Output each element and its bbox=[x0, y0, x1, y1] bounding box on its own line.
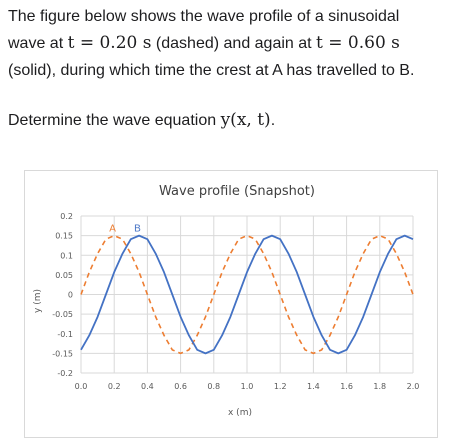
question-line-3: (solid), during which time the crest at … bbox=[8, 57, 458, 84]
question-line-3-text: (solid), during which time the crest at … bbox=[8, 62, 415, 79]
chart-ticks: 0.2 0.15 0.1 0.05 0 -0.05 -0.1 -0.15 -0.20.0 0.2 0… bbox=[52, 212, 419, 391]
wave-chart: Wave profile (Snapshot) 0.2 0.15 0.1 0.05 0 -… bbox=[33, 184, 419, 418]
y-tick-label: 0.2 bbox=[60, 212, 73, 221]
y-tick-label: -0.15 bbox=[52, 349, 73, 358]
chart-title: Wave profile (Snapshot) bbox=[159, 184, 315, 199]
y-tick-label: 0.1 bbox=[60, 251, 73, 260]
x-tick-label: 1.4 bbox=[307, 382, 320, 391]
question-line-1: The figure below shows the wave profile … bbox=[8, 3, 458, 30]
point-label-a: A bbox=[109, 224, 116, 235]
x-tick-label: 1.6 bbox=[340, 382, 353, 391]
question-wave-at: wave at bbox=[8, 35, 64, 52]
question-line-2: wave at t = 0.20 s (dashed) and again at… bbox=[8, 30, 458, 57]
question-line-1-text: The figure below shows the wave profile … bbox=[8, 8, 400, 25]
y-tick-label: 0.05 bbox=[55, 271, 73, 280]
prompt-text: Determine the wave equation bbox=[8, 112, 217, 129]
question-text: The figure below shows the wave profile … bbox=[8, 3, 458, 134]
x-tick-label: 1.2 bbox=[274, 382, 287, 391]
time-1-math: t = 0.20 s bbox=[67, 33, 152, 53]
y-tick-label: 0 bbox=[68, 291, 73, 300]
y-axis-title: y (m) bbox=[33, 289, 43, 313]
wave-function-math: y(x, t) bbox=[220, 110, 271, 130]
question-prompt: Determine the wave equation y(x, t). bbox=[8, 107, 458, 134]
y-tick-label: -0.1 bbox=[57, 330, 73, 339]
solid-series-line bbox=[80, 234, 414, 355]
time-2-math: t = 0.60 s bbox=[316, 33, 400, 53]
x-tick-label: 1.8 bbox=[373, 382, 386, 391]
chart-series bbox=[80, 234, 414, 355]
x-tick-label: 0.2 bbox=[108, 382, 121, 391]
dashed-series-line bbox=[80, 234, 414, 355]
question-dashed-text: (dashed) and again at bbox=[155, 35, 312, 52]
x-tick-label: 0.6 bbox=[174, 382, 187, 391]
point-label-b: B bbox=[134, 224, 141, 235]
x-tick-label: 2.0 bbox=[407, 382, 420, 391]
x-tick-label: 1.0 bbox=[241, 382, 254, 391]
y-tick-label: 0.15 bbox=[55, 232, 73, 241]
y-tick-label: -0.05 bbox=[52, 310, 73, 319]
x-tick-label: 0.0 bbox=[75, 382, 88, 391]
chart-figure: Wave profile (Snapshot) 0.2 0.15 0.1 0.05 0 -… bbox=[24, 170, 438, 438]
prompt-period: . bbox=[270, 112, 276, 129]
x-tick-label: 0.4 bbox=[141, 382, 154, 391]
x-axis-title: x (m) bbox=[228, 408, 252, 418]
y-tick-label: -0.2 bbox=[57, 369, 73, 378]
x-tick-label: 0.8 bbox=[207, 382, 220, 391]
